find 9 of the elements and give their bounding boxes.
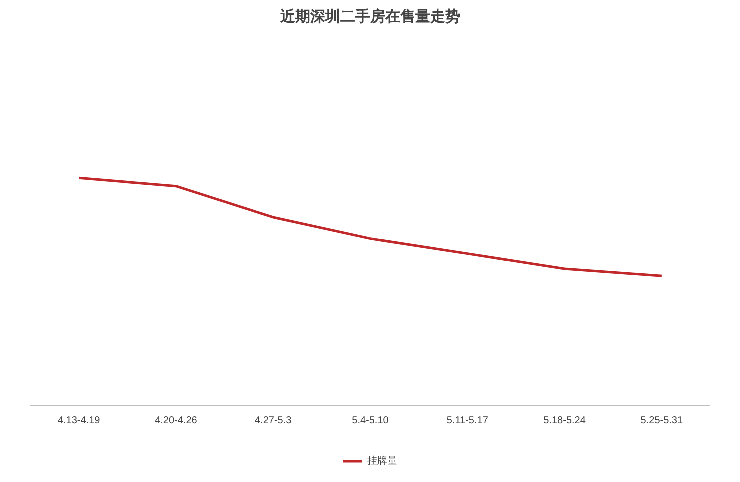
x-tick-label: 5.11-5.17 xyxy=(446,415,489,426)
x-tick-label: 4.20-4.26 xyxy=(155,415,198,426)
x-tick-label: 5.4-5.10 xyxy=(352,415,390,426)
chart-title: 近期深圳二手房在售量走势 xyxy=(280,8,460,26)
x-tick-label: 5.18-5.24 xyxy=(544,415,586,426)
x-tick-label: 4.13-4.19 xyxy=(58,415,101,426)
x-tick-label: 5.25-5.31 xyxy=(640,415,684,426)
legend-label: 挂牌量 xyxy=(368,454,398,468)
x-tick-label: 4.27-5.3 xyxy=(255,415,292,426)
